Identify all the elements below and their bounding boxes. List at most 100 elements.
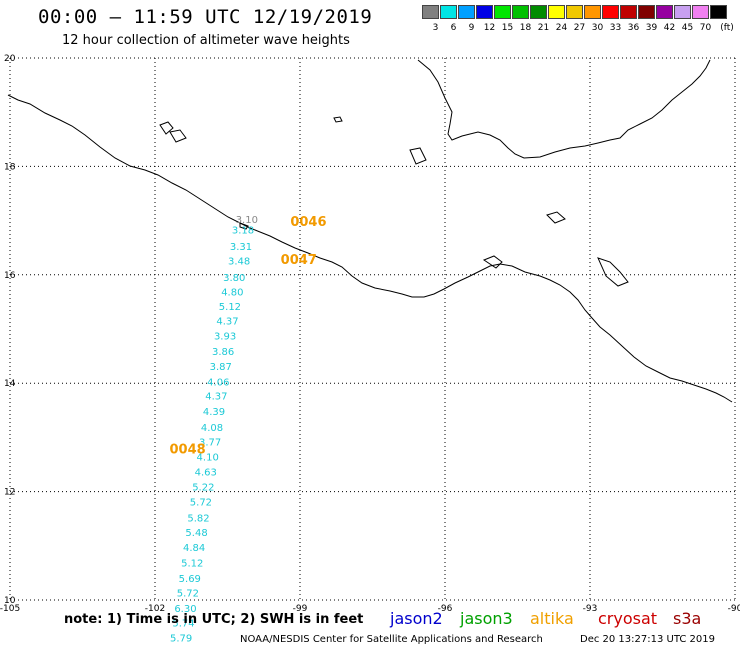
coastline [7, 59, 733, 403]
latitude-label: 14 [4, 379, 16, 389]
generated-timestamp: Dec 20 13:27:13 UTC 2019 [580, 634, 715, 645]
swh-value: 3.86 [212, 347, 234, 358]
swh-value: 5.79 [170, 634, 192, 645]
longitude-label: -93 [583, 604, 598, 614]
legend-tick-label: 27 [573, 23, 586, 33]
legend-tick-label: 15 [501, 23, 514, 33]
legend-swatch [710, 5, 727, 19]
swh-value: 4.80 [221, 287, 243, 298]
island-1 [159, 121, 174, 135]
swh-value: 5.82 [187, 513, 209, 524]
island-6 [333, 116, 343, 123]
island-4 [546, 211, 566, 224]
swh-value: 3.93 [214, 331, 236, 342]
swh-value: 4.10 [197, 453, 219, 464]
legend-swatch [584, 5, 601, 19]
legend-tick-label: 30 [591, 23, 604, 33]
swh-value: 5.12 [219, 302, 241, 313]
swh-track: 3.103.18 3.31 3.48 3.80 4.80 5.12 4.37 3.93 3.86… [170, 215, 258, 645]
legend-swatch [530, 5, 547, 19]
legend-swatch [620, 5, 637, 19]
latitude-label: 18 [4, 162, 16, 172]
map-title: 00:00 – 11:59 UTC 12/19/2019 [38, 6, 373, 28]
mission-label: cryosat [598, 609, 658, 628]
swh-value: 4.08 [201, 423, 223, 434]
swh-value: 5.74 [172, 619, 194, 630]
longitude-label: -99 [293, 604, 308, 614]
footnote: note: 1) Time is in UTC; 2) SWH is in fe… [64, 612, 364, 627]
swh-value: 4.06 [207, 377, 229, 388]
swh-value: 4.37 [205, 391, 227, 402]
pass-time-label: 0047 [281, 253, 317, 268]
legend-tick-label: 6 [450, 23, 457, 33]
swh-value: 3.18 [232, 226, 254, 237]
legend-tick-label: 12 [483, 23, 496, 33]
swh-value: 5.72 [177, 589, 199, 600]
mission-label: altika [530, 609, 574, 628]
legend-swatch [638, 5, 655, 19]
island-8 [482, 255, 503, 269]
legend-tick-label: 18 [519, 23, 532, 33]
legend-tick-label: 36 [627, 23, 640, 33]
legend-swatch [656, 5, 673, 19]
swh-value: 5.48 [185, 528, 207, 539]
lat-lon-grid [9, 57, 736, 601]
swh-value: 5.72 [190, 498, 212, 509]
legend-swatch [476, 5, 493, 19]
legend-swatch [602, 5, 619, 19]
swh-value: 3.77 [199, 438, 221, 449]
legend-swatch [494, 5, 511, 19]
legend-swatch [674, 5, 691, 19]
swh-value: 6.30 [174, 604, 196, 615]
longitude-label: -96 [438, 604, 453, 614]
swh-value: 3.31 [230, 242, 252, 253]
swh-value: 4.39 [203, 407, 225, 418]
pass-time-label: 0048 [170, 443, 206, 458]
swh-value: 3.10 [236, 215, 258, 226]
island-3 [409, 147, 427, 165]
swh-value: 5.12 [181, 558, 203, 569]
pass-labels: 0046 0047 0048 [170, 215, 327, 458]
swh-value: 4.37 [216, 317, 238, 328]
latitude-label: 12 [4, 488, 15, 498]
legend-swatch [692, 5, 709, 19]
legend-tick-label: 9 [468, 23, 475, 33]
latitude-label: 20 [4, 54, 16, 64]
legend-unit: (ft) [720, 23, 734, 33]
swh-value: 3.80 [223, 273, 245, 284]
swh-value: 4.63 [195, 467, 217, 478]
mission-label: jason2 [390, 609, 443, 628]
legend-tick-label: 42 [663, 23, 676, 33]
swh-value: 4.84 [183, 543, 205, 554]
latitude-label: 10 [4, 596, 16, 606]
island-5 [597, 257, 629, 287]
latitude-label: 16 [4, 271, 16, 281]
island-2 [169, 129, 187, 143]
legend-swatch [440, 5, 457, 19]
legend-tick-label: 3 [432, 23, 439, 33]
legend-tick-label: 39 [645, 23, 658, 33]
mission-label: s3a [673, 609, 702, 628]
legend-swatch [548, 5, 565, 19]
legend-tick-label: 21 [537, 23, 550, 33]
legend-tick-label: 45 [681, 23, 694, 33]
pacific-coastline [7, 94, 733, 403]
legend-swatch [512, 5, 529, 19]
legend-tick-label: 70 [699, 23, 712, 33]
legend-tick-label: 24 [555, 23, 568, 33]
credit-line: NOAA/NESDIS Center for Satellite Applica… [240, 634, 543, 645]
longitude-label: -90 [728, 604, 740, 614]
swh-value: 3.87 [210, 362, 232, 373]
longitude-label: -105 [0, 604, 20, 614]
axis-labels: -105 -102 -99 -96 -93 -90 20 18 16 14 12 10 [0, 54, 740, 614]
mission-label: jason3 [460, 609, 513, 628]
longitude-label: -102 [145, 604, 165, 614]
pass-time-label: 0046 [290, 215, 326, 230]
map-subtitle: 12 hour collection of altimeter wave hei… [62, 33, 350, 48]
legend-swatch [422, 5, 439, 19]
legend-swatch [566, 5, 583, 19]
swh-value: 5.22 [192, 483, 214, 494]
gulf-coastline [417, 59, 711, 159]
legend-swatch [458, 5, 475, 19]
